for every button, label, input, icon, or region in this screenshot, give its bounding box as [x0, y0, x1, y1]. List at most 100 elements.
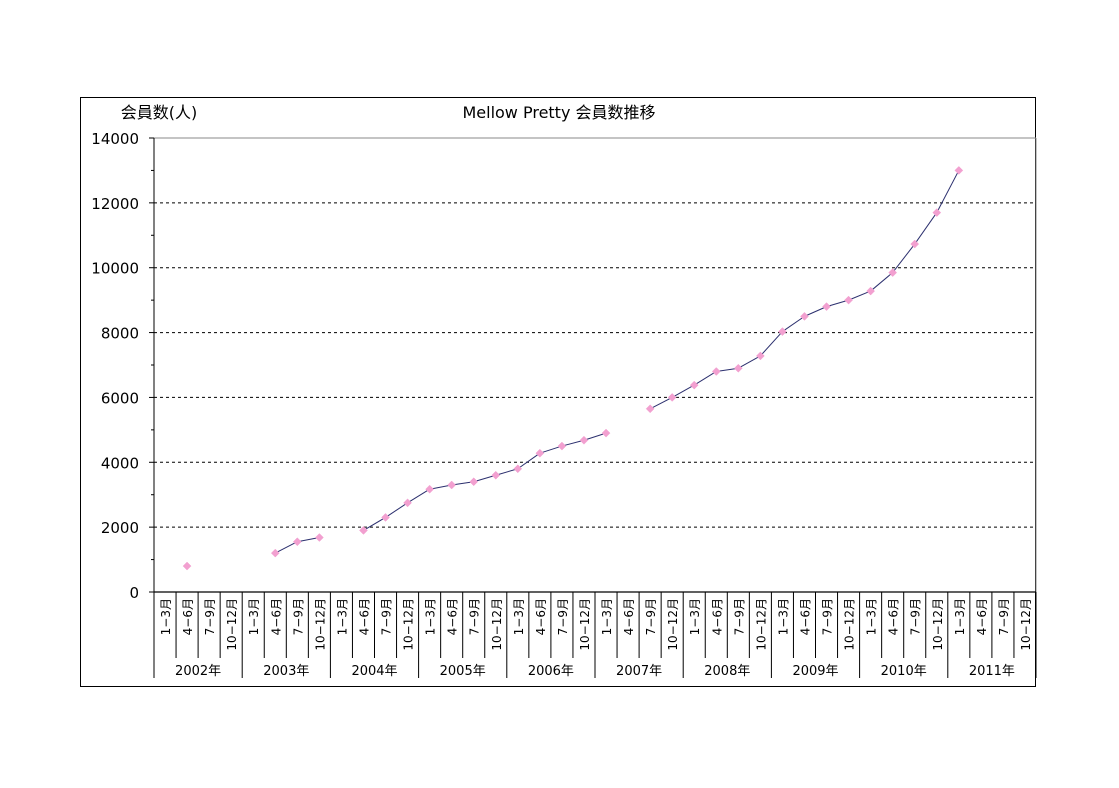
- year-label: 2010年: [881, 664, 927, 679]
- x-tick-label: 1−3月: [335, 598, 349, 635]
- x-tick-label: 7−9月: [821, 598, 835, 635]
- x-tick-label: 4−6月: [798, 598, 812, 635]
- x-tick-label: 4−6月: [357, 598, 371, 635]
- x-tick-label: 1−3月: [512, 598, 526, 635]
- data-point: [932, 208, 942, 217]
- year-label: 2004年: [351, 664, 397, 679]
- series-line-segment: [936, 170, 960, 213]
- x-tick-label: 1−3月: [247, 598, 261, 635]
- series-line-segment: [914, 212, 938, 245]
- x-tick-label: 4−6月: [534, 598, 548, 635]
- x-tick-label: 1−3月: [776, 598, 790, 635]
- series-line-segment: [826, 299, 849, 308]
- year-label: 2003年: [263, 664, 309, 679]
- series-line-segment: [760, 331, 783, 357]
- data-point: [888, 268, 898, 277]
- x-tick-label: 7−9月: [380, 598, 394, 635]
- x-tick-label: 7−9月: [556, 598, 570, 635]
- plot-area: 0 2000 4000 6000 8000 10000 12000 14000 1−3月 4−6月…: [91, 130, 1037, 679]
- x-tick-label: 7−9月: [732, 598, 746, 635]
- data-point: [535, 448, 545, 458]
- data-point: [733, 363, 743, 373]
- data-point: [579, 435, 589, 445]
- data-point: [182, 561, 192, 571]
- data-point: [866, 286, 875, 296]
- x-tick-label: 1−3月: [424, 598, 438, 635]
- x-tick-label: 4−6月: [887, 598, 901, 635]
- data-point: [667, 393, 677, 402]
- series-line-segment: [473, 474, 496, 483]
- y-tick-label: 14000: [91, 130, 139, 148]
- x-tick-label: 1−3月: [688, 598, 702, 635]
- y-axis-label: 会員数(人): [121, 103, 198, 122]
- series-line-segment: [693, 371, 717, 386]
- data-point: [292, 537, 302, 547]
- x-tick-label: 7−9月: [644, 598, 658, 635]
- year-label: 2007年: [616, 664, 662, 679]
- data-point: [469, 477, 479, 487]
- x-tick-label: 4−6月: [622, 598, 636, 635]
- x-tick-label: 10−12月: [225, 598, 239, 651]
- series-line-segment: [275, 541, 298, 554]
- series-line-segment: [429, 484, 452, 490]
- x-tick-label: 1−3月: [865, 598, 879, 635]
- x-tick-label: 4−6月: [710, 598, 724, 635]
- data-point: [491, 470, 501, 480]
- x-tick-label: 10−12月: [843, 598, 857, 651]
- x-tick-label: 10−12月: [754, 598, 768, 651]
- series-line-segment: [671, 384, 695, 398]
- x-tick-label: 10−12月: [313, 598, 327, 651]
- x-tick-label: 10−12月: [1019, 598, 1033, 651]
- y-tick-label: 2000: [101, 519, 139, 537]
- data-point: [513, 464, 523, 474]
- series-line-segment: [892, 243, 916, 273]
- series-line-segment: [407, 488, 430, 504]
- data-point: [315, 533, 324, 542]
- series-line-segment: [363, 516, 386, 531]
- data-point: [822, 302, 831, 311]
- data-point: [756, 351, 765, 361]
- y-tick-label: 4000: [101, 454, 139, 472]
- line-chart: Mellow Pretty 会員数推移 会員数(人) 0 2000 4000 6000…: [91, 103, 1037, 679]
- y-tick-label: 0: [129, 584, 139, 602]
- x-tick-label: 7−9月: [291, 598, 305, 635]
- x-tick-label: 7−9月: [203, 598, 217, 635]
- series-line-segment: [848, 290, 871, 301]
- year-label: 2008年: [704, 664, 750, 679]
- series-line-segment: [297, 537, 320, 543]
- x-tick-label: 1−3月: [953, 598, 967, 635]
- x-tick-label: 4−6月: [269, 598, 283, 635]
- x-tick-label: 4−6月: [446, 598, 460, 635]
- chart-frame: Mellow Pretty 会員数推移 会員数(人) 0 2000 4000 6000…: [80, 97, 1037, 687]
- series-line-segment: [495, 468, 518, 476]
- year-label: 2005年: [440, 664, 486, 679]
- chart-title: Mellow Pretty 会員数推移: [462, 103, 655, 122]
- series-line-segment: [870, 272, 893, 292]
- data-point: [778, 327, 787, 336]
- series-line-segment: [649, 396, 673, 410]
- y-tick-label: 6000: [101, 389, 139, 407]
- data-point: [403, 498, 412, 508]
- data-point: [425, 484, 434, 494]
- data-point: [800, 312, 809, 321]
- series-line-segment: [539, 445, 563, 454]
- series-line-segment: [561, 439, 585, 447]
- x-tick-label: 10−12月: [666, 598, 680, 651]
- series-line-segment: [804, 306, 827, 317]
- year-label: 2006年: [528, 664, 574, 679]
- year-label: 2002年: [175, 664, 221, 679]
- data-point: [954, 166, 964, 175]
- x-tick-label: 10−12月: [931, 598, 945, 651]
- x-tick-label: 4−6月: [181, 598, 195, 635]
- y-tick-label: 10000: [91, 260, 139, 278]
- x-tick-label: 10−12月: [490, 598, 504, 651]
- data-point: [645, 404, 655, 414]
- data-point: [557, 441, 567, 451]
- x-tick-label: 7−9月: [997, 598, 1011, 635]
- data-point: [689, 380, 699, 390]
- data-point: [381, 513, 390, 522]
- series-line-segment: [782, 315, 805, 333]
- x-tick-label: 4−6月: [975, 598, 989, 635]
- x-tick-label: 10−12月: [402, 598, 416, 651]
- y-tick-label: 12000: [91, 195, 139, 213]
